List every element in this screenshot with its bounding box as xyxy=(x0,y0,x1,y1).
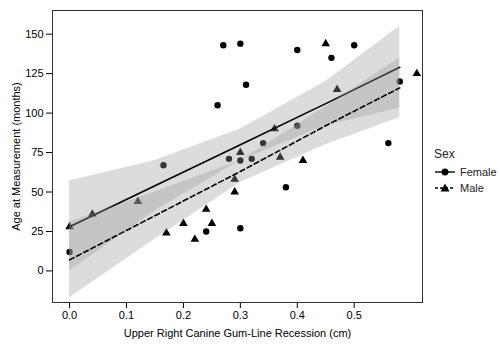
svg-text:125: 125 xyxy=(25,67,43,79)
html-text:Male: Male xyxy=(460,182,484,194)
svg-text:50: 50 xyxy=(31,186,43,198)
svg-text:100: 100 xyxy=(25,107,43,119)
svg-text:Upper Right Canine Gum-Line Re: Upper Right Canine Gum-Line Recession (c… xyxy=(124,327,351,339)
svg-text:0: 0 xyxy=(37,264,43,276)
svg-text:0.4: 0.4 xyxy=(290,309,305,321)
html-text:Sex: Sex xyxy=(434,147,455,161)
svg-text:25: 25 xyxy=(31,225,43,237)
svg-text:0.3: 0.3 xyxy=(233,309,248,321)
svg-text:75: 75 xyxy=(31,146,43,158)
svg-text:0.0: 0.0 xyxy=(62,309,77,321)
html-text:Female: Female xyxy=(460,166,497,178)
svg-text:150: 150 xyxy=(25,28,43,40)
svg-text:0.1: 0.1 xyxy=(119,309,134,321)
svg-text:0.5: 0.5 xyxy=(347,309,362,321)
svg-text:0.2: 0.2 xyxy=(176,309,191,321)
svg-text:Age at Measurement (months): Age at Measurement (months) xyxy=(10,82,22,231)
